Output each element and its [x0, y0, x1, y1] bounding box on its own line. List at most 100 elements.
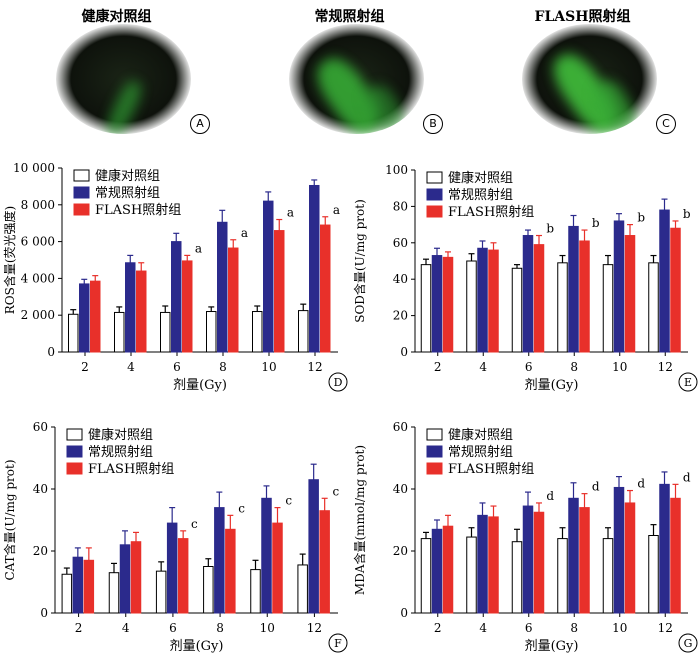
micrograph-title: 健康对照组	[81, 9, 152, 25]
legend-swatch	[66, 428, 83, 441]
x-axis-label: 剂量(Gy)	[525, 378, 579, 393]
bar-conventional	[214, 507, 225, 614]
bar-conventional	[125, 262, 136, 353]
y-tick-label: 8 000	[21, 198, 55, 212]
bar-flash	[225, 528, 236, 614]
legend-swatch	[426, 188, 443, 201]
bar-control	[68, 313, 79, 353]
panel-tag-circle	[328, 633, 348, 653]
legend-swatch	[73, 186, 90, 199]
bar-conventional	[568, 225, 579, 353]
y-tick-label: 100	[385, 163, 408, 177]
legend-label: FLASH照射组	[95, 202, 181, 218]
bar-control	[466, 536, 477, 614]
bar-conventional	[477, 514, 488, 614]
bar-conventional	[308, 479, 319, 614]
bar-control	[557, 262, 568, 353]
mda-chart: 0 20 40 60 2 4 6 d 8 d 10 d 12 d 健康对照组常规照射组FLASH照射组剂量(…	[352, 420, 698, 654]
bar-flash	[272, 522, 283, 614]
bar-control	[420, 264, 432, 353]
bar-control	[420, 538, 432, 614]
x-axis-label: 剂量(Gy)	[170, 639, 224, 654]
y-tick-label: 40	[33, 482, 48, 496]
significance-label: d	[546, 489, 554, 503]
bar-control	[602, 538, 614, 614]
bar-flash	[274, 230, 285, 353]
bar-conventional	[659, 209, 670, 353]
significance-label: b	[637, 211, 645, 225]
bar-conventional	[477, 247, 488, 353]
bar-control	[602, 264, 614, 353]
x-tick-label: 10	[612, 621, 627, 635]
y-tick-label: 6 000	[21, 235, 55, 249]
x-axis-label: 剂量(Gy)	[173, 378, 227, 393]
bar-flash	[136, 270, 147, 353]
significance-label: d	[592, 480, 600, 494]
y-tick-label: 40	[393, 482, 408, 496]
bar-control	[297, 564, 308, 614]
x-tick-label: 4	[479, 621, 487, 635]
bar-flash	[533, 244, 545, 353]
micrograph-image	[522, 24, 657, 134]
significance-label: d	[683, 470, 691, 484]
legend-swatch	[426, 171, 443, 184]
significance-label: a	[195, 241, 202, 255]
significance-label: a	[241, 226, 248, 240]
bar-control	[203, 566, 214, 614]
bar-control	[160, 311, 171, 353]
legend-label: 常规照射组	[448, 187, 513, 203]
y-tick-label: 20	[393, 544, 408, 558]
y-tick-label: 60	[33, 420, 48, 434]
x-tick-label: 2	[81, 360, 89, 374]
x-tick-label: 4	[479, 360, 487, 374]
significance-label: d	[637, 477, 645, 491]
bar-control	[466, 260, 477, 353]
bar-flash	[130, 541, 142, 614]
significance-label: b	[683, 207, 691, 221]
y-tick-label: 0	[400, 606, 408, 620]
micrograph-title: FLASH照射组	[534, 9, 631, 25]
significance-label: c	[191, 517, 198, 531]
bar-control	[108, 572, 120, 614]
legend-label: FLASH照射组	[448, 204, 534, 220]
significance-label: a	[333, 203, 340, 217]
bar-conventional	[217, 221, 228, 353]
significance-label: c	[238, 501, 245, 515]
ros-chart: 0 2 000 4 000 6 000 8 000 10 000 2 4 6 a 8 a 10 a 12 a 健…	[2, 161, 348, 393]
legend-label: 健康对照组	[95, 168, 160, 184]
bar-flash	[442, 256, 454, 353]
x-axis-label: 剂量(Gy)	[525, 639, 579, 654]
x-tick-label: 8	[216, 621, 224, 635]
panel-tag: C	[656, 114, 676, 134]
y-tick-label: 80	[393, 199, 408, 213]
micrograph-panel-b: 常规照射组 B	[233, 0, 466, 150]
legend-swatch	[66, 445, 83, 458]
micrograph-panel-c: FLASH照射组 C	[466, 0, 699, 150]
bar-control	[511, 541, 523, 614]
x-tick-label: 6	[525, 621, 533, 635]
bar-flash	[90, 280, 101, 353]
x-tick-label: 2	[434, 621, 442, 635]
y-tick-label: 10 000	[13, 161, 55, 175]
bar-control	[155, 570, 167, 614]
bar-conventional	[431, 255, 443, 353]
legend-label: 健康对照组	[448, 427, 513, 443]
bar-flash	[579, 240, 590, 353]
bar-control	[298, 310, 309, 353]
bar-flash	[83, 559, 95, 614]
bar-control	[114, 311, 125, 353]
bar-control	[511, 267, 523, 353]
y-axis-label: CAT含量(U/mg prot)	[2, 459, 17, 580]
y-tick-label: 4 000	[21, 271, 55, 285]
significance-label: b	[546, 222, 554, 236]
bar-control	[648, 262, 659, 353]
bar-control	[252, 311, 263, 353]
bar-conventional	[522, 505, 534, 614]
x-tick-label: 4	[127, 360, 135, 374]
bar-flash	[319, 510, 330, 614]
legend-swatch	[73, 203, 90, 216]
bar-conventional	[522, 235, 534, 353]
bar-control	[206, 311, 217, 353]
bar-conventional	[166, 522, 178, 614]
bar-conventional	[119, 544, 131, 614]
